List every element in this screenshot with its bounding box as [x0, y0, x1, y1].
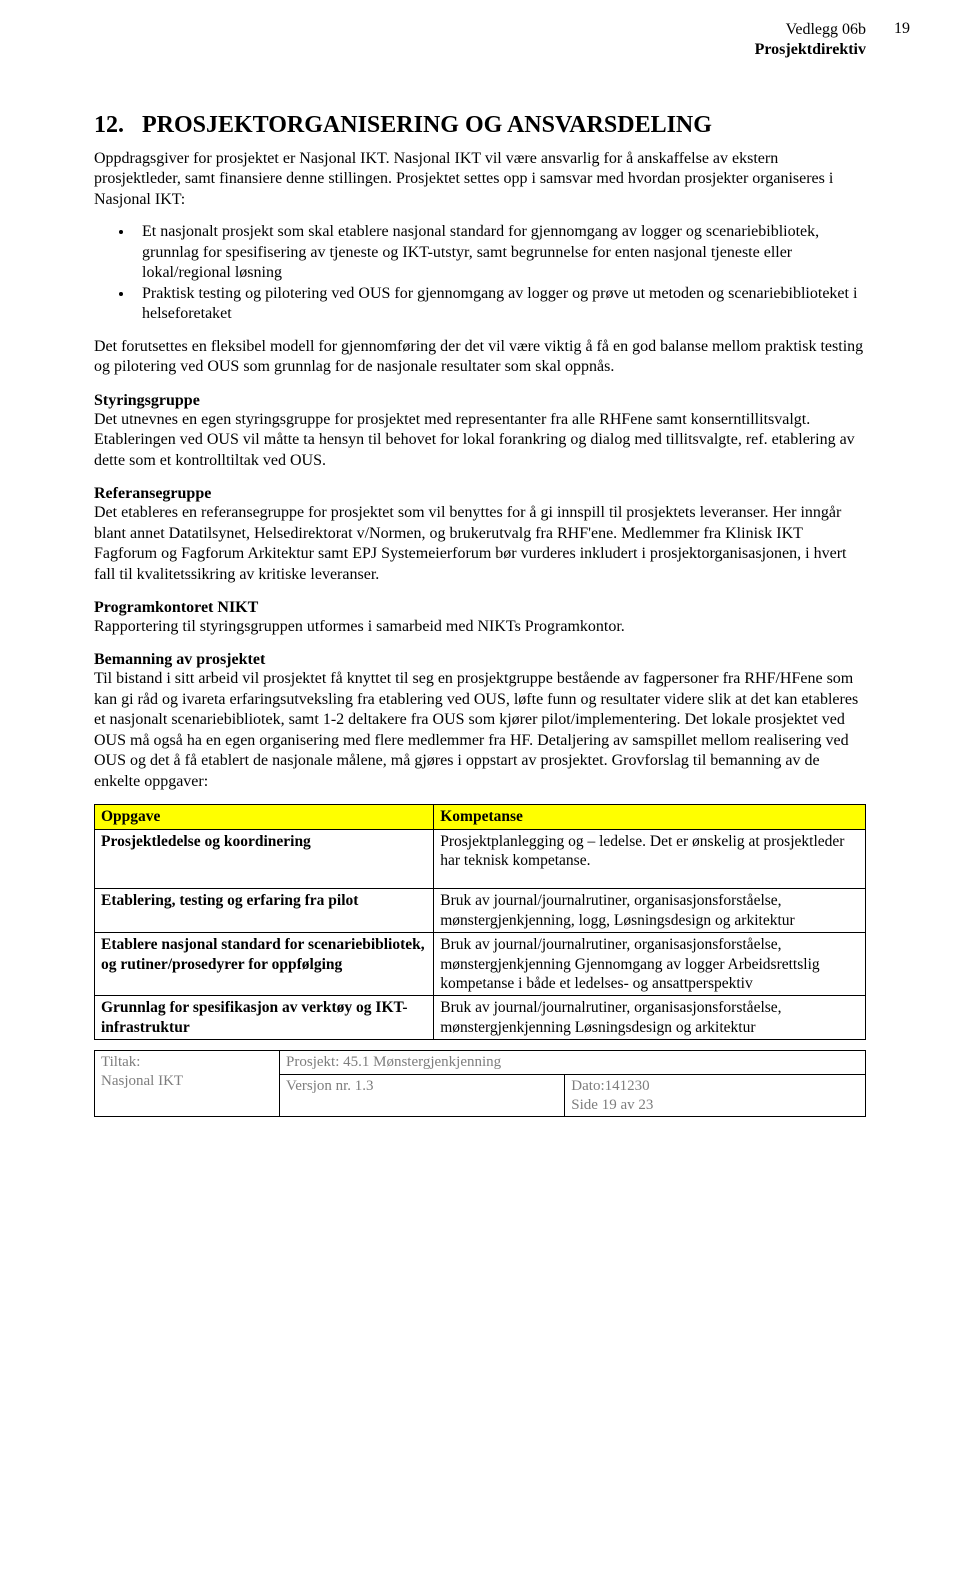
- footer-tiltak-label: Tiltak:: [101, 1054, 140, 1070]
- subheading-bemanning: Bemanning av prosjektet: [94, 651, 866, 669]
- footer-side: Side 19 av 23: [571, 1097, 653, 1113]
- subheading-styringsgruppe: Styringsgruppe: [94, 392, 866, 410]
- table-cell: Bruk av journal/journalrutiner, organisa…: [434, 996, 866, 1040]
- table-row: Etablere nasjonal standard for scenarieb…: [95, 933, 866, 996]
- paragraph: Det etableres en referansegruppe for pro…: [94, 503, 866, 585]
- page-number-top: 19: [894, 20, 910, 38]
- table-row: Prosjektledelse og koordinering Prosjekt…: [95, 829, 866, 889]
- header-line2: Prosjektdirektiv: [755, 41, 866, 58]
- table-cell: Bruk av journal/journalrutiner, organisa…: [434, 933, 866, 996]
- footer-dato: Dato:141230: [571, 1078, 649, 1094]
- subheading-programkontor: Programkontoret NIKT: [94, 599, 866, 617]
- header-right: Vedlegg 06b Prosjektdirektiv: [755, 20, 866, 60]
- table-header-kompetanse: Kompetanse: [434, 805, 866, 829]
- footer-cell: Dato:141230 Side 19 av 23: [565, 1074, 866, 1117]
- paragraph: Det utnevnes en egen styringsgruppe for …: [94, 410, 866, 471]
- footer-versjon: Versjon nr. 1.3: [280, 1074, 565, 1117]
- paragraph: Til bistand i sitt arbeid vil prosjektet…: [94, 669, 866, 792]
- table-cell: Prosjektledelse og koordinering: [95, 829, 434, 889]
- paragraph: Rapportering til styringsgruppen utforme…: [94, 617, 866, 637]
- list-item: Praktisk testing og pilotering ved OUS f…: [134, 284, 866, 325]
- table-cell: Prosjektplanlegging og – ledelse. Det er…: [434, 829, 866, 889]
- bullet-list: Et nasjonalt prosjekt som skal etablere …: [94, 222, 866, 324]
- section-number: 12.: [94, 112, 124, 138]
- document-page: Vedlegg 06b Prosjektdirektiv 19 12. PROS…: [0, 0, 960, 1145]
- table-cell: Etablere nasjonal standard for scenarieb…: [95, 933, 434, 996]
- paragraph: Det forutsettes en fleksibel modell for …: [94, 337, 866, 378]
- table-row: Tiltak: Nasjonal IKT Prosjekt: 45.1 Møns…: [95, 1051, 866, 1075]
- section-title: PROSJEKTORGANISERING OG ANSVARSDELING: [142, 112, 712, 138]
- table-row: Etablering, testing og erfaring fra pilo…: [95, 889, 866, 933]
- footer-cell: Tiltak: Nasjonal IKT: [95, 1051, 280, 1117]
- table-cell: Etablering, testing og erfaring fra pilo…: [95, 889, 434, 933]
- list-item: Et nasjonalt prosjekt som skal etablere …: [134, 222, 866, 283]
- task-competence-table: Oppgave Kompetanse Prosjektledelse og ko…: [94, 804, 866, 1040]
- table-header-row: Oppgave Kompetanse: [95, 805, 866, 829]
- header-line1: Vedlegg 06b: [786, 21, 866, 38]
- footer-nasjonal: Nasjonal IKT: [101, 1073, 183, 1089]
- intro-paragraph: Oppdragsgiver for prosjektet er Nasjonal…: [94, 149, 866, 210]
- table-row: Grunnlag for spesifikasjon av verktøy og…: [95, 996, 866, 1040]
- table-header-oppgave: Oppgave: [95, 805, 434, 829]
- subheading-referansegruppe: Referansegruppe: [94, 485, 866, 503]
- table-cell: Grunnlag for spesifikasjon av verktøy og…: [95, 996, 434, 1040]
- section-heading-main: 12. PROSJEKTORGANISERING OG ANSVARSDELIN…: [94, 112, 866, 139]
- footer-prosjekt: Prosjekt: 45.1 Mønstergjenkjenning: [280, 1051, 866, 1075]
- table-cell: Bruk av journal/journalrutiner, organisa…: [434, 889, 866, 933]
- footer-table: Tiltak: Nasjonal IKT Prosjekt: 45.1 Møns…: [94, 1050, 866, 1117]
